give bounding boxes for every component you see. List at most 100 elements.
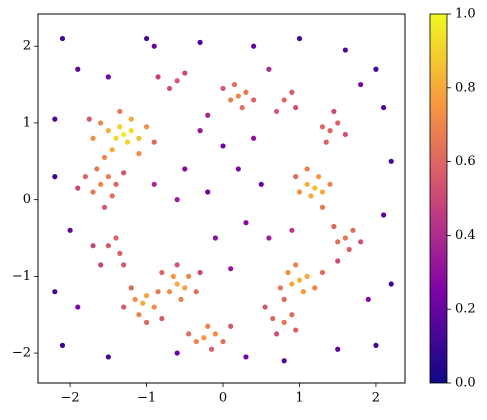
point xyxy=(388,158,394,164)
point xyxy=(319,124,326,130)
point xyxy=(228,266,234,272)
point xyxy=(136,151,142,157)
colorbar-tick-label: 0.2 xyxy=(455,302,476,317)
point xyxy=(117,108,123,115)
point xyxy=(105,74,111,80)
point xyxy=(342,131,348,138)
point xyxy=(273,331,280,337)
point xyxy=(281,319,287,325)
point xyxy=(365,296,371,302)
point xyxy=(273,108,280,115)
point xyxy=(136,135,142,141)
point xyxy=(166,289,173,295)
point xyxy=(90,189,96,195)
point xyxy=(358,239,364,245)
point xyxy=(105,354,111,360)
point xyxy=(174,350,180,356)
x-tick-label: 0 xyxy=(219,391,227,406)
point xyxy=(82,174,89,180)
point xyxy=(266,66,272,72)
x-tick-label: −2 xyxy=(61,391,80,406)
point xyxy=(186,331,192,337)
point xyxy=(342,47,348,53)
point xyxy=(212,235,218,241)
point xyxy=(182,166,188,172)
point xyxy=(380,212,387,218)
point xyxy=(289,227,295,233)
point xyxy=(166,85,173,92)
point xyxy=(258,181,264,187)
point xyxy=(113,235,119,241)
point xyxy=(193,289,199,295)
point xyxy=(136,312,142,318)
point xyxy=(296,189,303,195)
point xyxy=(335,120,341,126)
point xyxy=(128,285,134,291)
point xyxy=(327,181,333,187)
point xyxy=(373,66,379,72)
point xyxy=(205,112,211,118)
point xyxy=(151,181,157,187)
point xyxy=(151,304,157,310)
point xyxy=(239,104,245,111)
point xyxy=(251,97,257,103)
point xyxy=(197,39,203,45)
point xyxy=(98,120,104,126)
colorbar xyxy=(429,13,448,384)
point xyxy=(289,312,295,318)
point xyxy=(304,181,310,187)
point xyxy=(117,250,123,256)
point xyxy=(174,262,180,268)
point xyxy=(319,204,326,210)
point xyxy=(281,358,287,364)
point xyxy=(228,97,234,103)
point xyxy=(277,285,283,291)
point xyxy=(319,269,326,276)
point xyxy=(205,189,211,195)
point xyxy=(59,35,66,42)
colorbar-tick-label: 0.0 xyxy=(455,376,476,391)
point xyxy=(296,35,303,42)
colorbar-tick-label: 1.0 xyxy=(455,7,476,22)
point xyxy=(251,43,257,49)
point xyxy=(293,104,299,111)
point xyxy=(75,304,81,310)
point xyxy=(59,342,66,349)
point xyxy=(98,181,104,187)
colorbar-tick-label: 0.8 xyxy=(455,80,476,95)
x-tick-label: 2 xyxy=(372,391,380,406)
point xyxy=(174,197,180,203)
point xyxy=(128,116,134,122)
point xyxy=(251,135,257,141)
point xyxy=(220,338,226,345)
point xyxy=(316,174,322,180)
point xyxy=(331,223,337,230)
point xyxy=(380,104,387,111)
point xyxy=(105,128,111,134)
y-tick-label: −1 xyxy=(12,269,31,284)
point xyxy=(342,235,348,241)
point xyxy=(235,166,241,172)
y-tick-label: 2 xyxy=(23,39,31,54)
point xyxy=(281,296,287,302)
point xyxy=(323,139,329,145)
point xyxy=(105,243,111,249)
x-tick-label: −1 xyxy=(137,391,156,406)
point xyxy=(293,262,299,268)
point xyxy=(109,147,115,153)
point xyxy=(121,170,127,176)
point xyxy=(182,285,188,291)
point xyxy=(117,124,123,130)
point xyxy=(159,269,165,276)
point xyxy=(143,292,150,299)
point xyxy=(228,323,234,329)
point xyxy=(373,342,379,349)
point xyxy=(75,185,81,191)
point xyxy=(113,135,119,141)
point xyxy=(220,143,226,149)
point xyxy=(243,89,249,95)
point xyxy=(121,262,127,268)
point xyxy=(197,128,203,134)
colorbar-tick-label: 0.4 xyxy=(455,228,476,243)
